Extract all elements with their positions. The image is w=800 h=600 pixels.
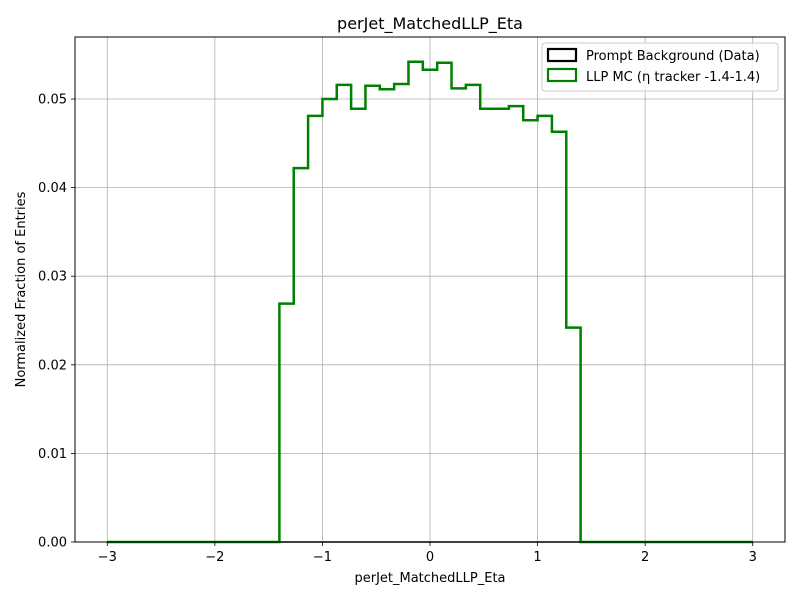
legend-box [541, 42, 779, 92]
x-tick-label: −1 [313, 550, 332, 565]
x-tick-label: −3 [98, 550, 117, 565]
y-tick-label: 0.05 [38, 93, 67, 108]
y-tick-label: 0.00 [38, 536, 67, 551]
legend-label-prompt-background: Prompt Background (Data) [586, 49, 760, 64]
legend-label-llp-mc: LLP MC (η tracker -1.4-1.4) [586, 70, 760, 85]
legend-swatch-prompt-background [546, 47, 578, 63]
x-tick-label: 3 [749, 550, 757, 565]
y-tick-label: 0.01 [38, 447, 67, 462]
x-tick-label: 1 [533, 550, 541, 565]
y-tick-label: 0.04 [38, 181, 67, 196]
x-tick-label: −2 [205, 550, 224, 565]
x-tick-label: 2 [641, 550, 649, 565]
legend-swatch-llp-mc [546, 67, 578, 83]
y-tick-label: 0.02 [38, 358, 67, 373]
legend: Prompt Background (Data) LLP MC (η track… [541, 42, 779, 92]
x-tick-label: 0 [426, 550, 434, 565]
x-axis-label: perJet_MatchedLLP_Eta [354, 571, 505, 586]
y-axis: 0.00 0.01 0.02 0.03 0.04 0.05 [38, 93, 75, 551]
chart-title: perJet_MatchedLLP_Eta [337, 14, 523, 34]
y-axis-label: Normalized Fraction of Entries [14, 191, 29, 387]
y-tick-label: 0.03 [38, 270, 67, 285]
x-axis: −3 −2 −1 0 1 2 3 [98, 542, 757, 565]
grid [75, 37, 785, 543]
